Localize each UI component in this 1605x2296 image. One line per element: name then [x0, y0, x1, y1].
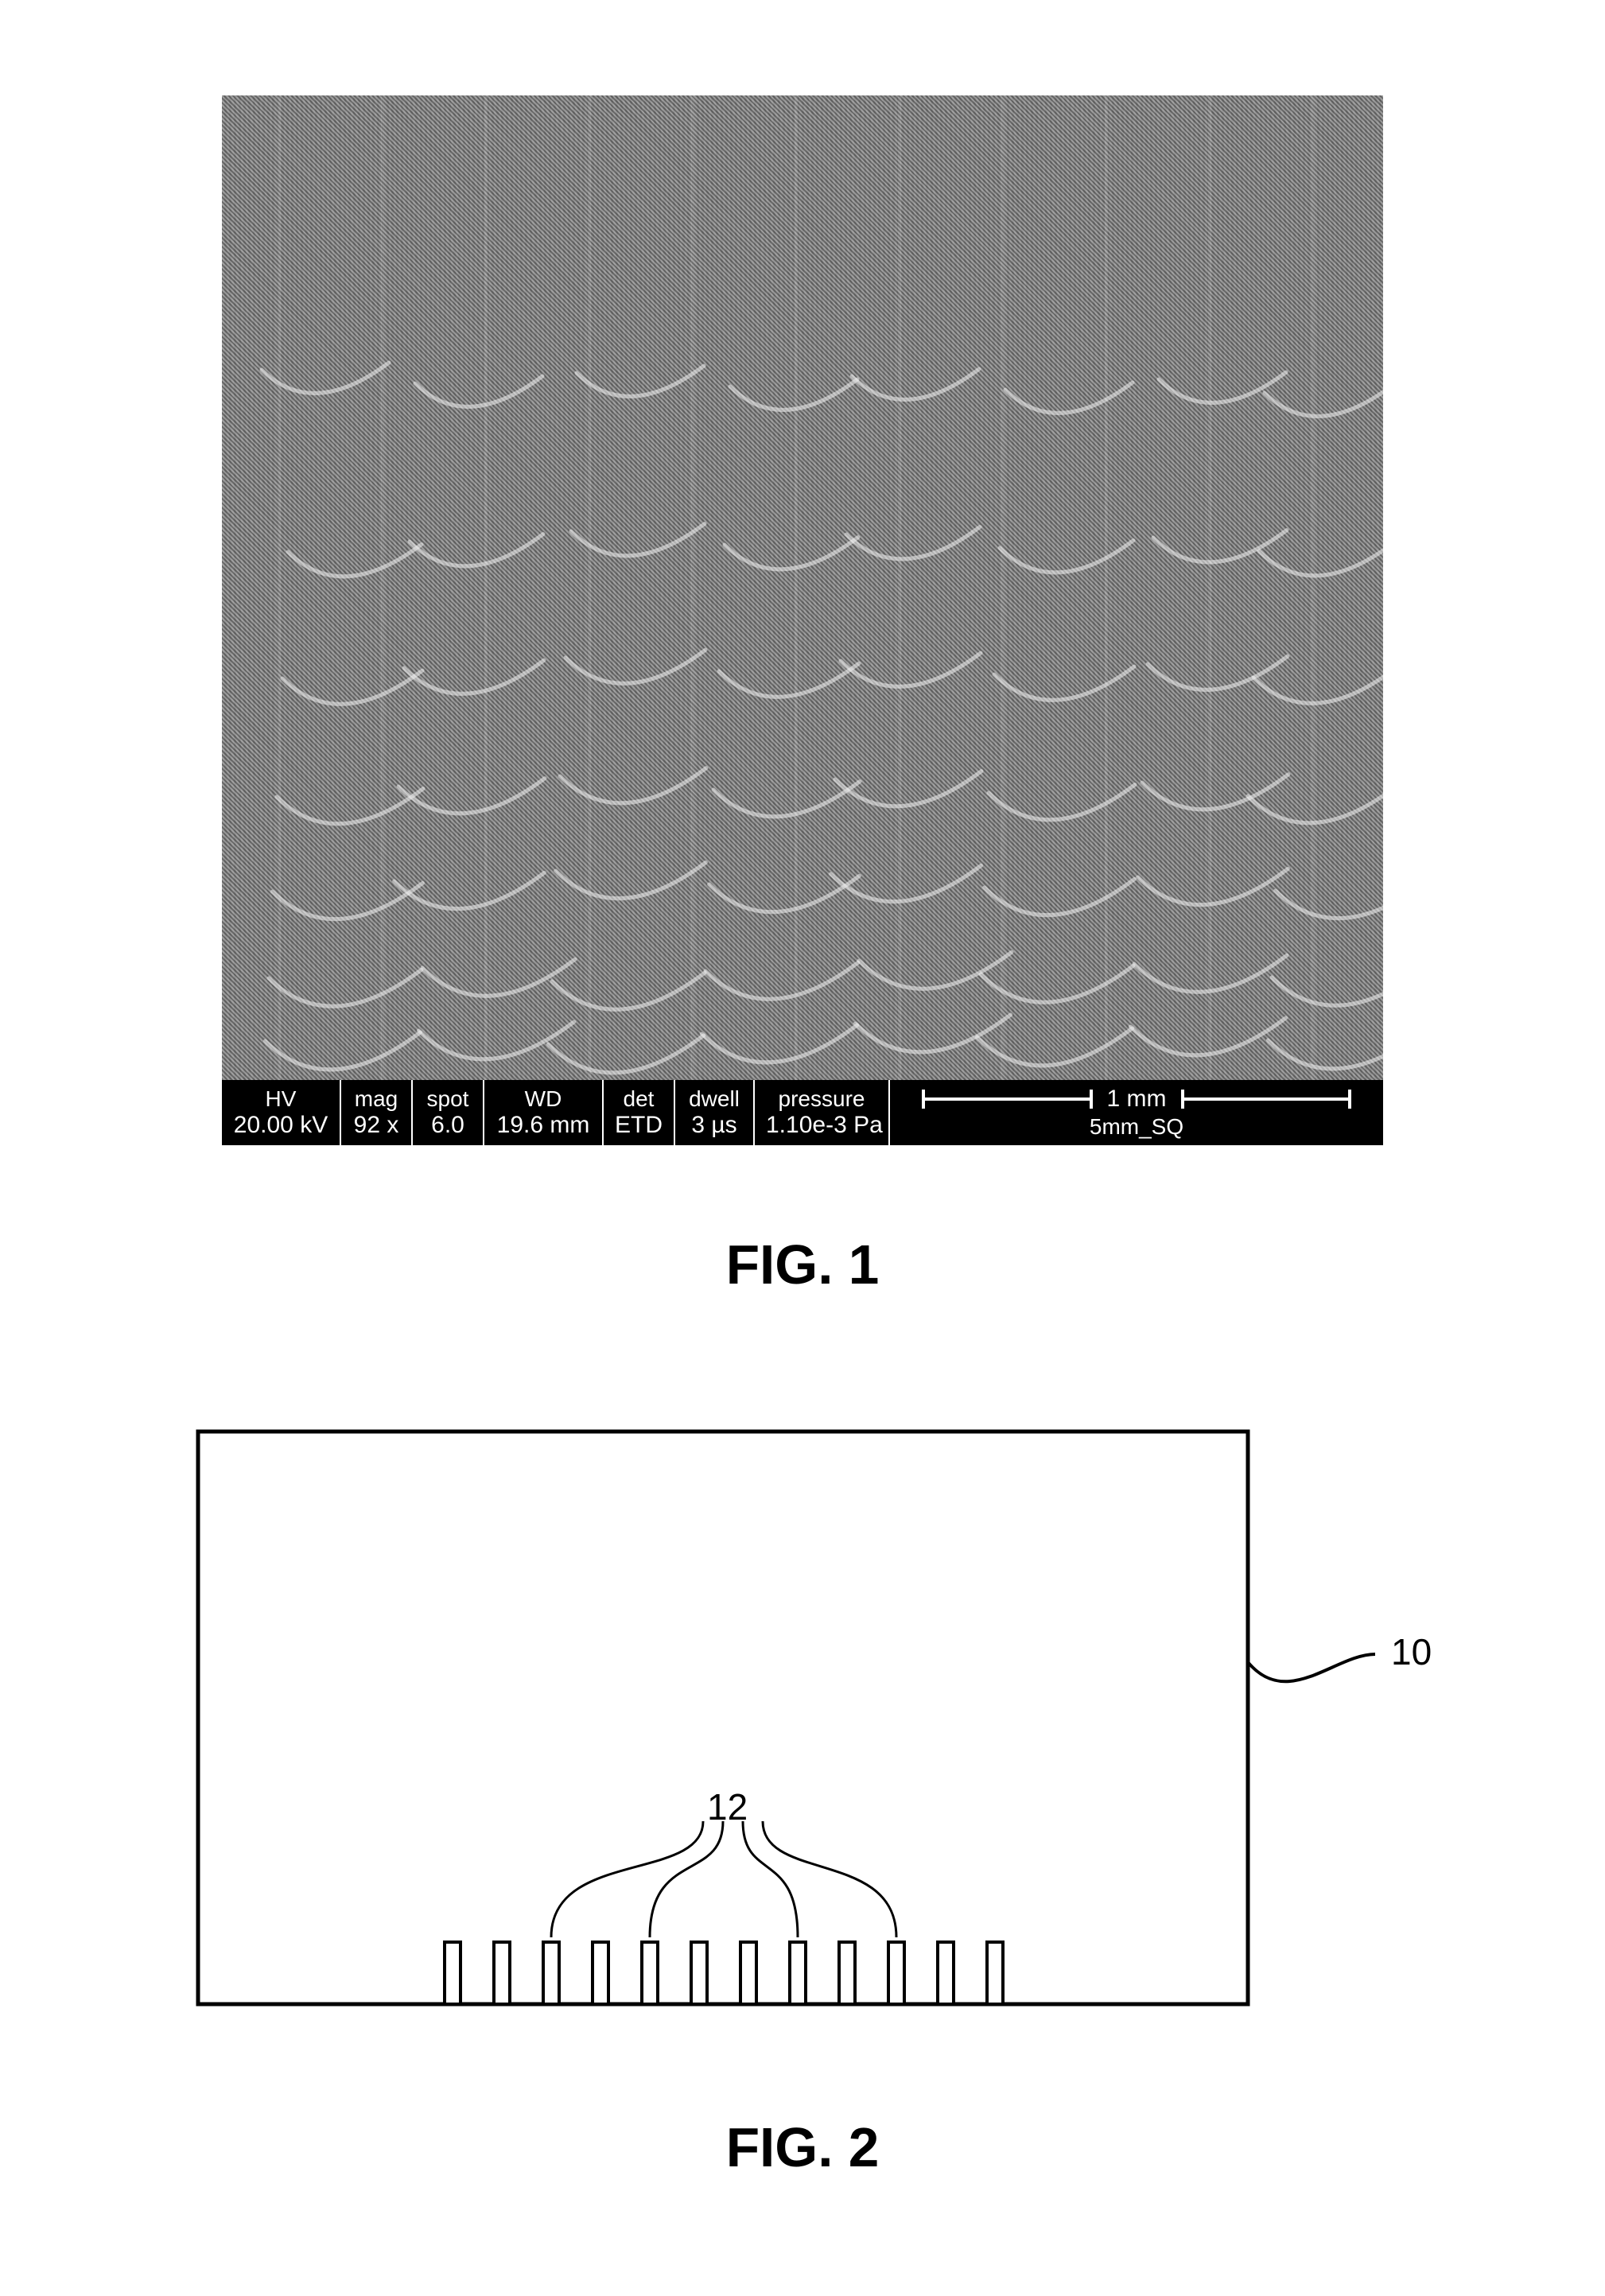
sem-info-cell-header: HV — [233, 1087, 328, 1112]
sem-info-cell-header: mag — [352, 1087, 400, 1112]
sem-info-cell-value: 3 µs — [686, 1112, 742, 1138]
sem-info-cell: pressure1.10e-3 Pa — [755, 1080, 890, 1145]
sem-info-cell: spot6.0 — [413, 1080, 484, 1145]
sem-image-region — [222, 95, 1383, 1080]
sem-info-cell-value: 20.00 kV — [233, 1112, 328, 1138]
sem-info-cell: mag92 x — [341, 1080, 413, 1145]
sem-scalebar-line-right — [1181, 1097, 1352, 1101]
sem-info-cells: HV20.00 kVmag92 xspot6.0WD19.6 mmdetETDd… — [222, 1080, 890, 1145]
sem-info-cell-header: WD — [495, 1087, 591, 1112]
sem-peel-arcs — [222, 95, 1383, 1080]
sem-info-cell-header: det — [615, 1087, 663, 1112]
ref-label-10: 10 — [1391, 1630, 1432, 1673]
sem-scale-sublabel: 5mm_SQ — [922, 1114, 1351, 1140]
sem-info-cell-value: 92 x — [352, 1112, 400, 1138]
sem-info-cell-value: 6.0 — [424, 1112, 472, 1138]
figure-1-caption: FIG. 1 — [222, 1233, 1383, 1296]
sem-info-cell-value: 19.6 mm — [495, 1112, 591, 1138]
sem-scalebar-label: 1 mm — [1107, 1086, 1167, 1113]
sem-info-cell-value: 1.10e-3 Pa — [766, 1112, 877, 1138]
sem-info-cell: WD19.6 mm — [484, 1080, 604, 1145]
figure-2: 12 10 — [150, 1424, 1455, 2028]
sem-info-cell: dwell3 µs — [675, 1080, 755, 1145]
figure-1: HV20.00 kVmag92 xspot6.0WD19.6 mmdetETDd… — [222, 95, 1383, 1296]
sem-info-cell-header: dwell — [686, 1087, 742, 1112]
sem-scalebar-line — [922, 1097, 1093, 1101]
figure-2-caption: FIG. 2 — [726, 2115, 880, 2179]
ref-label-12: 12 — [707, 1785, 748, 1828]
patent-figure-page: HV20.00 kVmag92 xspot6.0WD19.6 mmdetETDd… — [0, 64, 1605, 2179]
sem-info-cell: detETD — [604, 1080, 675, 1145]
sem-info-cell-header: pressure — [766, 1087, 877, 1112]
sem-scalebar-row: 1 mm — [922, 1086, 1351, 1113]
figure-2-svg — [150, 1424, 1455, 2028]
sem-info-bar: HV20.00 kVmag92 xspot6.0WD19.6 mmdetETDd… — [222, 1080, 1383, 1145]
sem-scale-panel: 1 mm 5mm_SQ — [890, 1080, 1383, 1145]
sem-info-cell-header: spot — [424, 1087, 472, 1112]
sem-micrograph-frame: HV20.00 kVmag92 xspot6.0WD19.6 mmdetETDd… — [222, 95, 1383, 1145]
sem-info-cell: HV20.00 kV — [222, 1080, 341, 1145]
sem-info-cell-value: ETD — [615, 1112, 663, 1138]
